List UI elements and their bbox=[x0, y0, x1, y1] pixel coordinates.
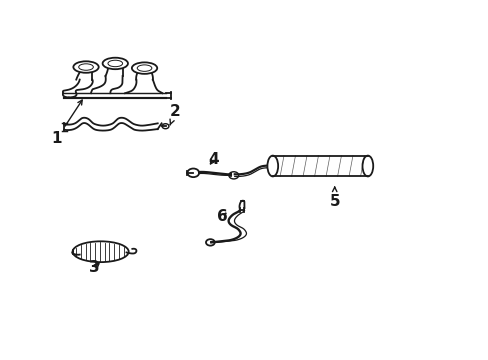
Text: 3: 3 bbox=[89, 260, 100, 275]
Text: 4: 4 bbox=[208, 152, 219, 167]
Text: 2: 2 bbox=[169, 104, 180, 125]
Ellipse shape bbox=[267, 156, 278, 176]
Ellipse shape bbox=[132, 62, 157, 74]
Text: 5: 5 bbox=[329, 187, 339, 209]
Ellipse shape bbox=[108, 60, 122, 67]
Ellipse shape bbox=[362, 156, 372, 176]
Ellipse shape bbox=[102, 58, 128, 69]
Ellipse shape bbox=[137, 65, 152, 71]
Text: 6: 6 bbox=[217, 209, 227, 224]
Ellipse shape bbox=[73, 61, 99, 73]
Ellipse shape bbox=[73, 241, 128, 262]
FancyBboxPatch shape bbox=[272, 156, 367, 176]
Text: 1: 1 bbox=[51, 100, 82, 146]
Ellipse shape bbox=[79, 64, 93, 70]
